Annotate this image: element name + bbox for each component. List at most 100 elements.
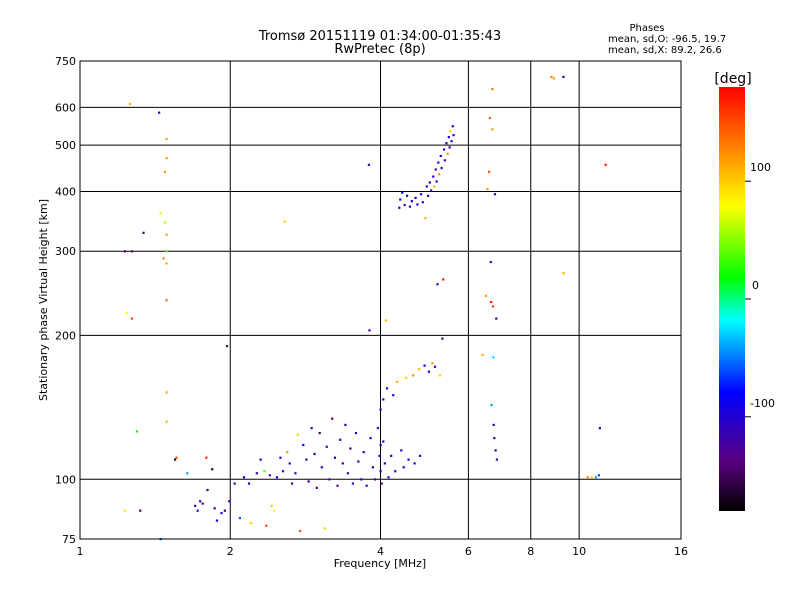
data-point [333, 456, 337, 459]
data-point [336, 484, 339, 487]
data-point [490, 300, 493, 304]
data-point [313, 452, 316, 456]
data-point [328, 478, 331, 481]
data-point [438, 374, 442, 377]
data-point [228, 500, 231, 503]
data-point [362, 451, 365, 454]
data-point [371, 466, 374, 469]
data-point [286, 451, 289, 454]
x-tick-label: 1 [77, 545, 84, 558]
data-point [491, 305, 495, 308]
data-point [378, 454, 381, 457]
data-point [425, 185, 428, 188]
data-point [428, 181, 431, 184]
data-point [488, 170, 491, 173]
data-point [281, 470, 285, 473]
y-tick-label: 600 [55, 101, 76, 114]
data-point [349, 447, 352, 450]
data-point [225, 345, 229, 348]
y-tick-label: 500 [55, 139, 76, 152]
data-point [163, 170, 167, 173]
data-point [432, 175, 435, 178]
data-point [394, 470, 397, 473]
data-point [410, 200, 413, 203]
data-point [223, 509, 226, 512]
data-point [175, 456, 178, 459]
data-point [201, 502, 204, 505]
colorbar-label: [deg] [714, 71, 751, 87]
colorbar-tick-label: 100 [750, 161, 771, 174]
data-point [382, 440, 385, 443]
data-point [302, 443, 305, 447]
data-point [206, 488, 209, 492]
data-point [129, 102, 132, 106]
data-point [270, 504, 273, 508]
data-point [586, 476, 589, 479]
data-point [490, 404, 493, 407]
data-point [275, 476, 279, 479]
x-tick-label: 4 [377, 545, 384, 558]
data-point [249, 522, 253, 525]
colorbar [719, 87, 745, 511]
data-point [484, 294, 487, 298]
data-point [418, 368, 421, 371]
data-point [443, 159, 446, 162]
data-point [165, 250, 168, 253]
data-point [430, 189, 433, 192]
data-point [427, 194, 430, 197]
data-point [452, 134, 455, 137]
x-tick-label: 8 [527, 545, 534, 558]
data-point [135, 430, 139, 433]
data-point [123, 250, 127, 253]
data-point [488, 116, 491, 120]
data-point [233, 482, 236, 485]
data-point [242, 476, 246, 479]
y-tick-label: 75 [62, 533, 76, 546]
data-point [445, 142, 448, 145]
data-point [165, 391, 168, 394]
data-point [491, 128, 494, 131]
data-point [380, 482, 383, 485]
data-point [383, 462, 386, 465]
data-point [604, 163, 607, 166]
data-point [442, 278, 445, 281]
data-point [416, 203, 419, 206]
x-tick-label: 16 [674, 545, 688, 558]
y-tick-label: 200 [55, 329, 76, 342]
data-point [341, 462, 344, 465]
y-tick-label: 400 [55, 185, 76, 198]
data-point [165, 233, 168, 236]
data-point [165, 138, 168, 141]
data-point [199, 500, 202, 503]
data-point [130, 317, 134, 320]
data-point [419, 454, 422, 457]
data-point [403, 203, 406, 207]
data-point [387, 476, 390, 479]
data-point [437, 161, 440, 164]
data-point [320, 466, 323, 469]
data-point [384, 319, 388, 322]
data-point [263, 470, 266, 473]
data-point [273, 509, 276, 512]
chart-subtitle: RwPretec (8p) [334, 42, 425, 57]
data-point [194, 504, 197, 508]
data-point [562, 75, 565, 79]
data-point [398, 206, 401, 209]
data-point [305, 458, 308, 461]
data-point [396, 380, 399, 383]
data-point [408, 205, 412, 208]
data-point [215, 519, 219, 522]
data-point [439, 154, 442, 158]
data-point [165, 299, 168, 302]
data-point [486, 187, 489, 191]
data-point [299, 529, 302, 533]
data-point [374, 478, 377, 481]
data-point [385, 387, 389, 390]
y-axis-label: Stationary phase Virtual Height [km] [37, 199, 50, 401]
data-point [318, 431, 321, 435]
data-point [307, 480, 310, 483]
data-point [360, 478, 363, 481]
data-point [186, 472, 189, 475]
data-point [552, 77, 556, 80]
data-point [165, 157, 168, 160]
